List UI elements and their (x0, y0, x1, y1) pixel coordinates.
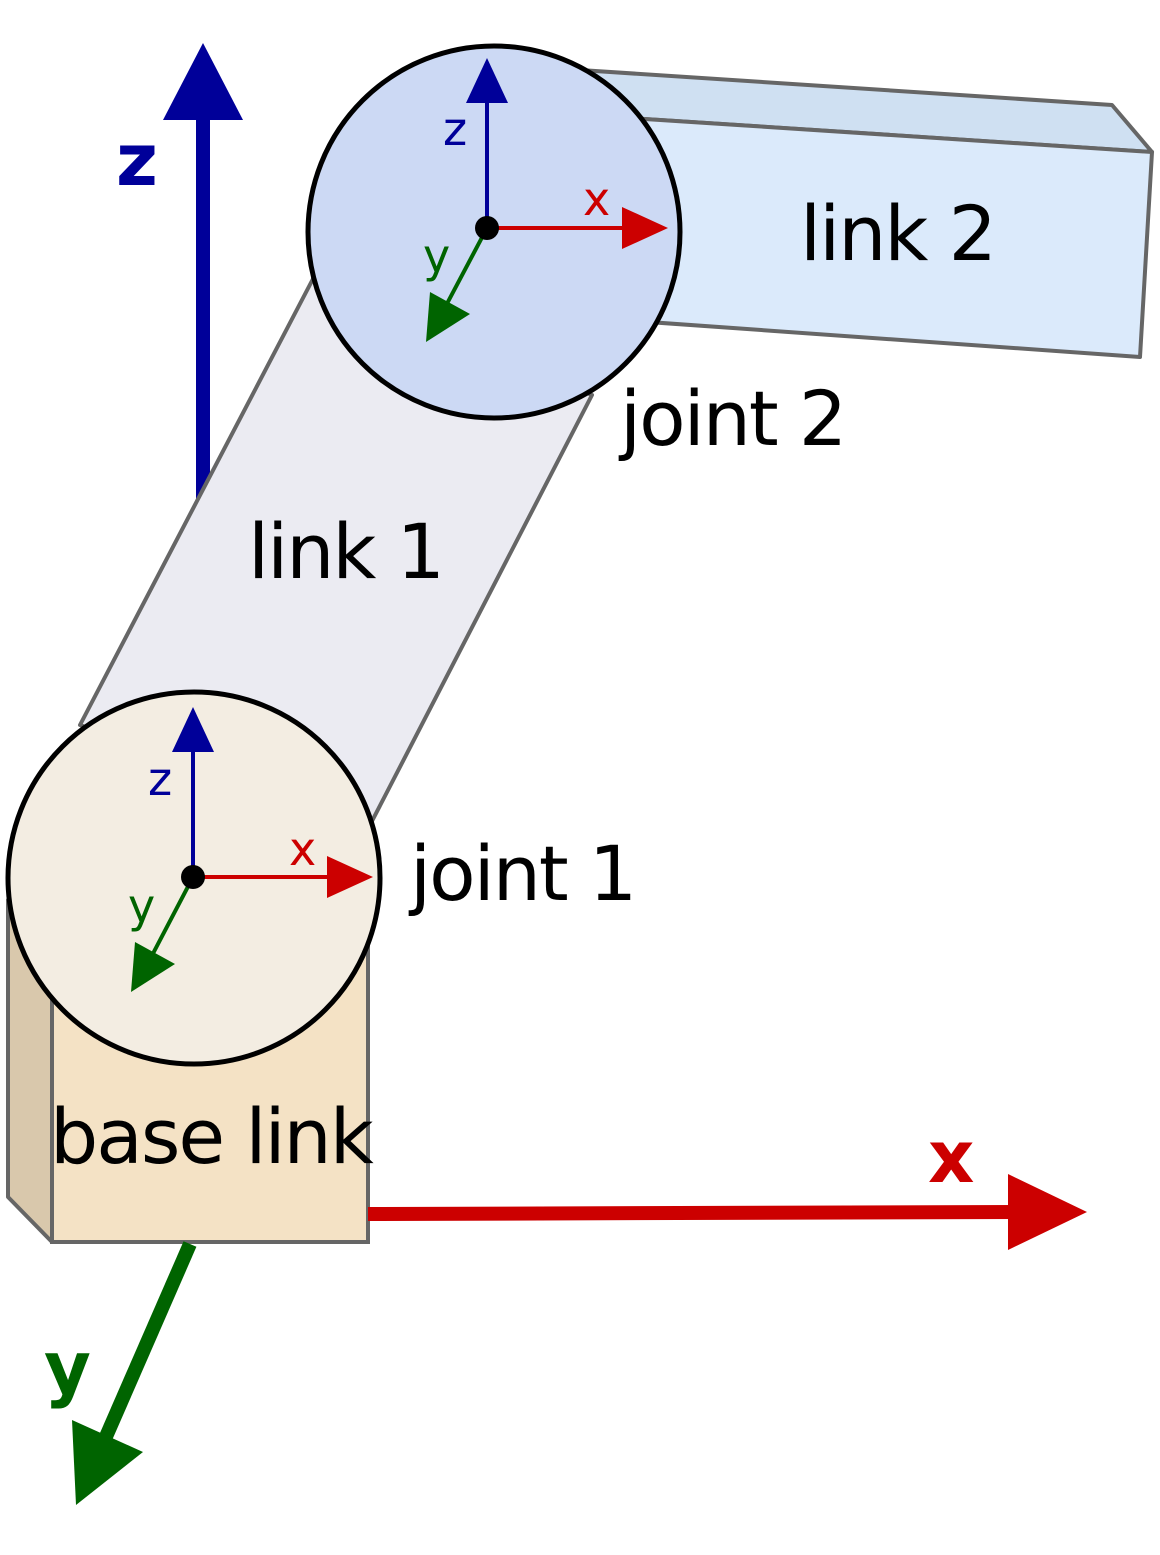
base-link-label: base link (50, 1092, 374, 1181)
joint-2-z-label: z (443, 102, 467, 156)
link-2-label: link 2 (800, 189, 995, 278)
joint-1-origin (181, 865, 205, 889)
joint-2-y-arrowhead (426, 292, 470, 342)
joint-1-y-axis (145, 876, 195, 966)
joint-1-y-arrowhead (131, 942, 175, 992)
link-1-label: link 1 (248, 507, 443, 596)
joint-2-frame (426, 58, 668, 342)
joint-2-origin (475, 216, 499, 240)
joint-1-z-label: z (148, 752, 172, 806)
world-y-axis (72, 1241, 197, 1505)
joint-1-x-arrowhead (327, 856, 373, 898)
joint-1-y-label: y (128, 879, 155, 933)
joint-1-z-arrowhead (172, 707, 214, 752)
joint-2-x-label: x (583, 172, 610, 226)
joint-2-label: joint 2 (618, 374, 845, 463)
joint-2-y-label: y (423, 229, 450, 283)
world-z-label: z (116, 118, 158, 202)
world-x-label: x (928, 1115, 974, 1199)
world-x-axis (367, 1174, 1087, 1250)
joint-1-x-label: x (289, 822, 316, 876)
joint-1-label: joint 1 (408, 829, 635, 918)
joint-1-frame (131, 707, 373, 992)
world-z-axis (163, 43, 243, 500)
joint-2-x-arrowhead (622, 207, 668, 249)
world-y-label: y (44, 1326, 91, 1410)
joint-2-y-axis (439, 227, 489, 316)
joint-2-z-arrowhead (466, 58, 508, 103)
